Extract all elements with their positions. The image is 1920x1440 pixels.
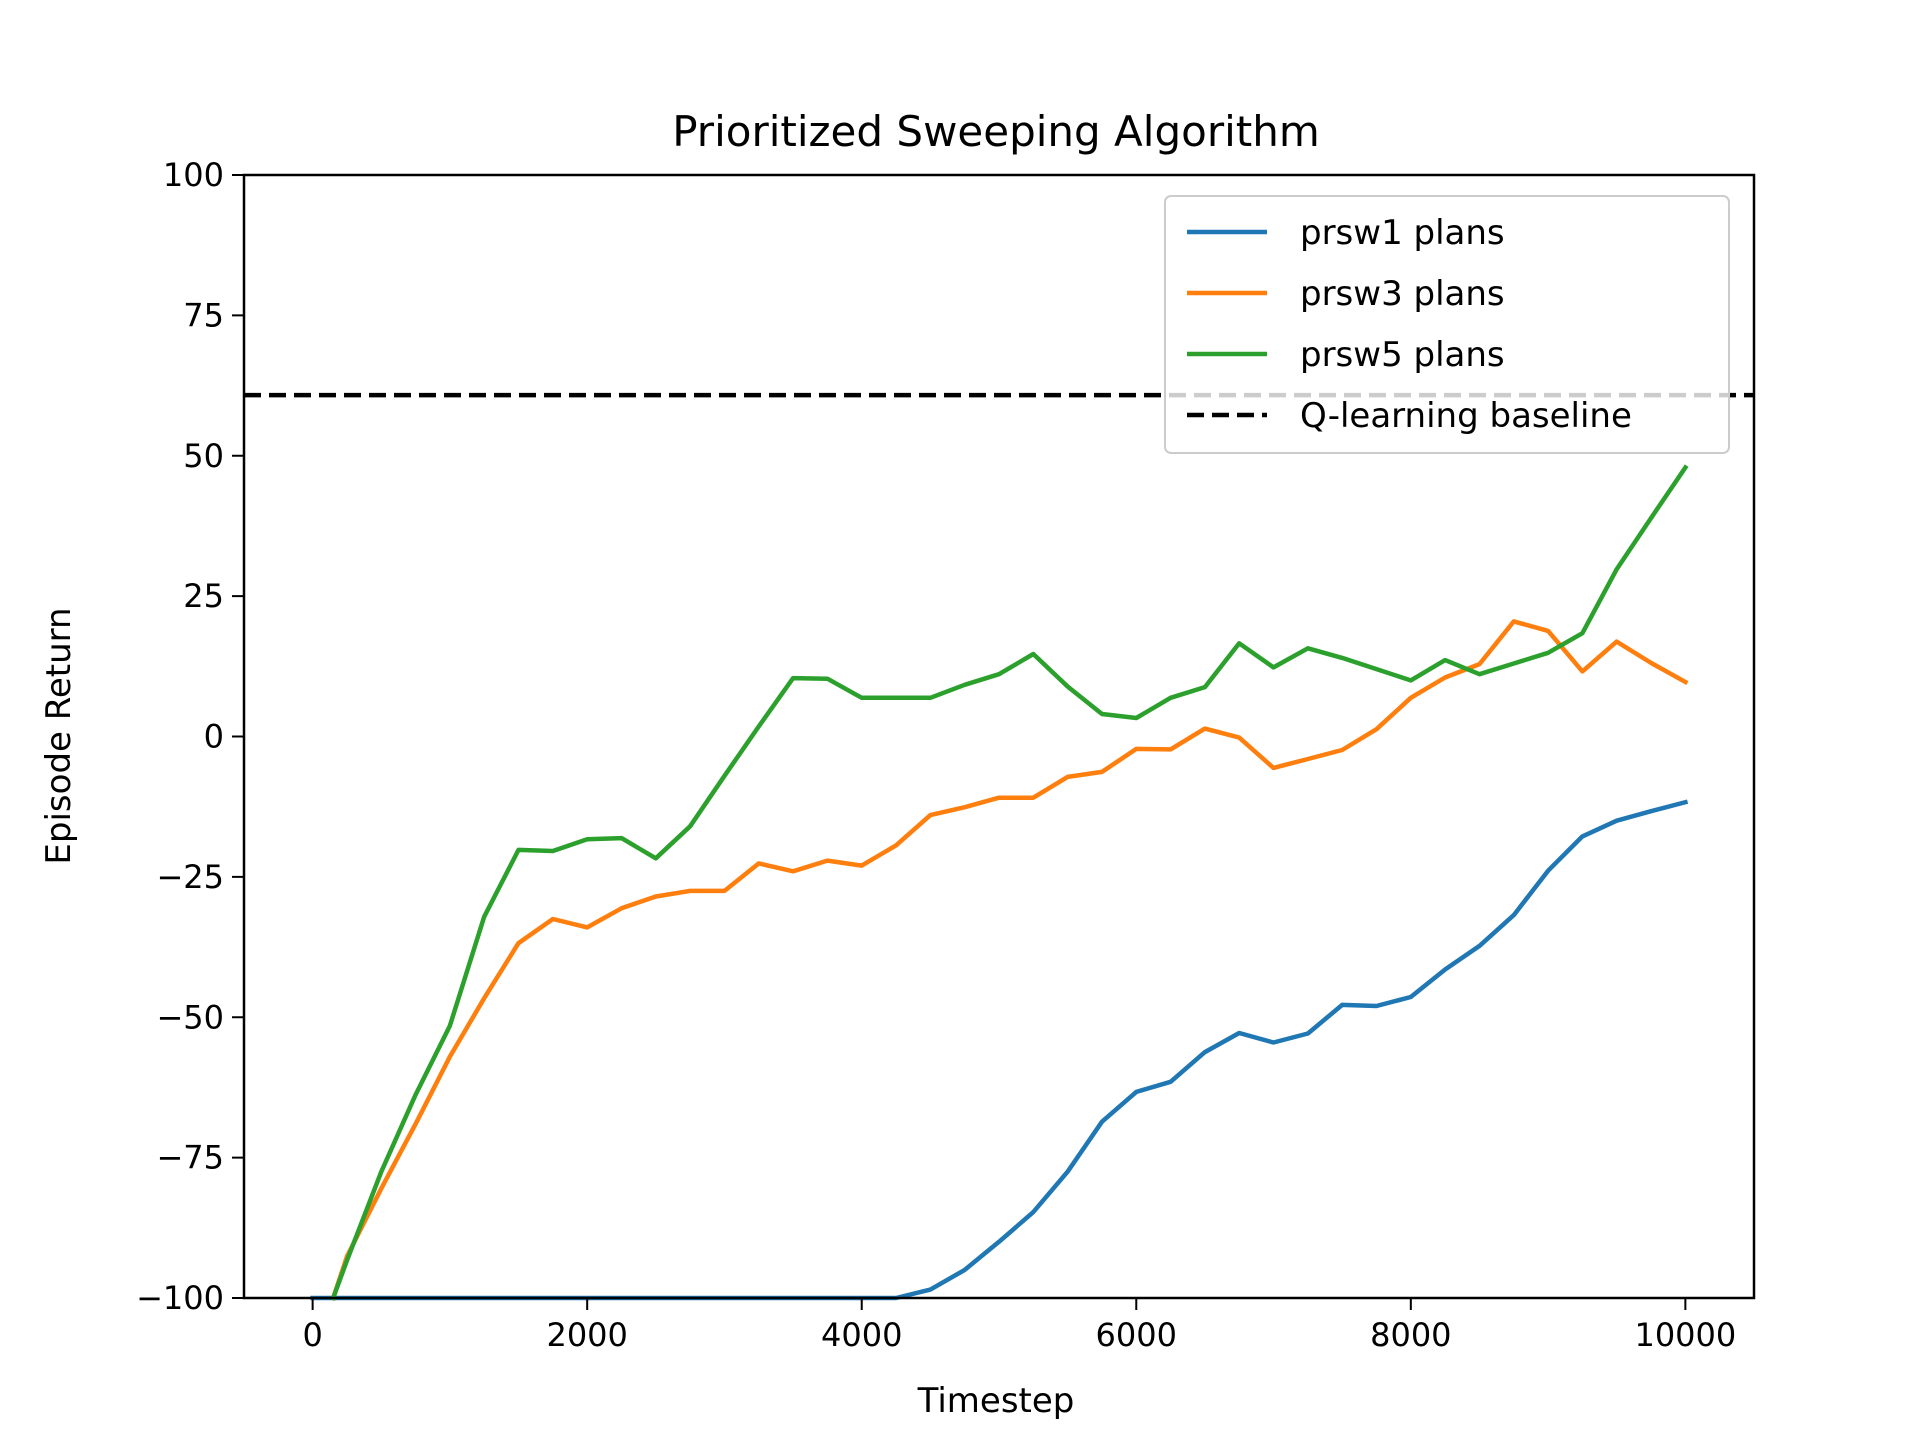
legend-label: Q-learning baseline: [1300, 396, 1632, 436]
legend-label: prsw1 plans: [1300, 213, 1505, 253]
x-tick-label: 2000: [546, 1316, 627, 1354]
series-layer: [244, 392, 1754, 1301]
x-tick-label: 4000: [821, 1316, 902, 1354]
y-axis: −100 −75 −50 −25 0 25 50 75 100: [136, 156, 244, 1317]
series-line-prsw1-plans: [310, 799, 1689, 1301]
x-tick-label: 8000: [1370, 1316, 1451, 1354]
chart-title: Prioritized Sweeping Algorithm: [672, 107, 1320, 156]
y-axis-label: Episode Return: [39, 607, 79, 864]
y-tick-label: 25: [183, 577, 224, 615]
y-tick-label: 100: [163, 156, 224, 194]
y-tick-label: 50: [183, 437, 224, 475]
y-tick-label: −75: [156, 1139, 224, 1177]
legend-label: prsw5 plans: [1300, 335, 1505, 375]
legend: prsw1 plans prsw3 plans prsw5 plans Q-learn…: [1164, 195, 1730, 454]
y-tick-label: −25: [156, 858, 224, 896]
legend-label: prsw3 plans: [1300, 274, 1505, 314]
x-tick-label: 0: [302, 1316, 322, 1354]
x-axis-label: Timestep: [917, 1381, 1075, 1421]
y-tick-label: 75: [183, 296, 224, 334]
legend-box: [1164, 195, 1730, 454]
y-tick-label: −100: [136, 1279, 224, 1317]
x-tick-label: 6000: [1096, 1316, 1177, 1354]
y-tick-label: 0: [204, 718, 224, 756]
y-tick-label: −50: [156, 998, 224, 1036]
series-line-prsw5-plans: [330, 464, 1689, 1301]
series-line-prsw3-plans: [330, 619, 1689, 1301]
x-tick-label: 10000: [1634, 1316, 1736, 1354]
x-axis: 0 2000 4000 6000 8000 10000: [302, 1298, 1736, 1354]
